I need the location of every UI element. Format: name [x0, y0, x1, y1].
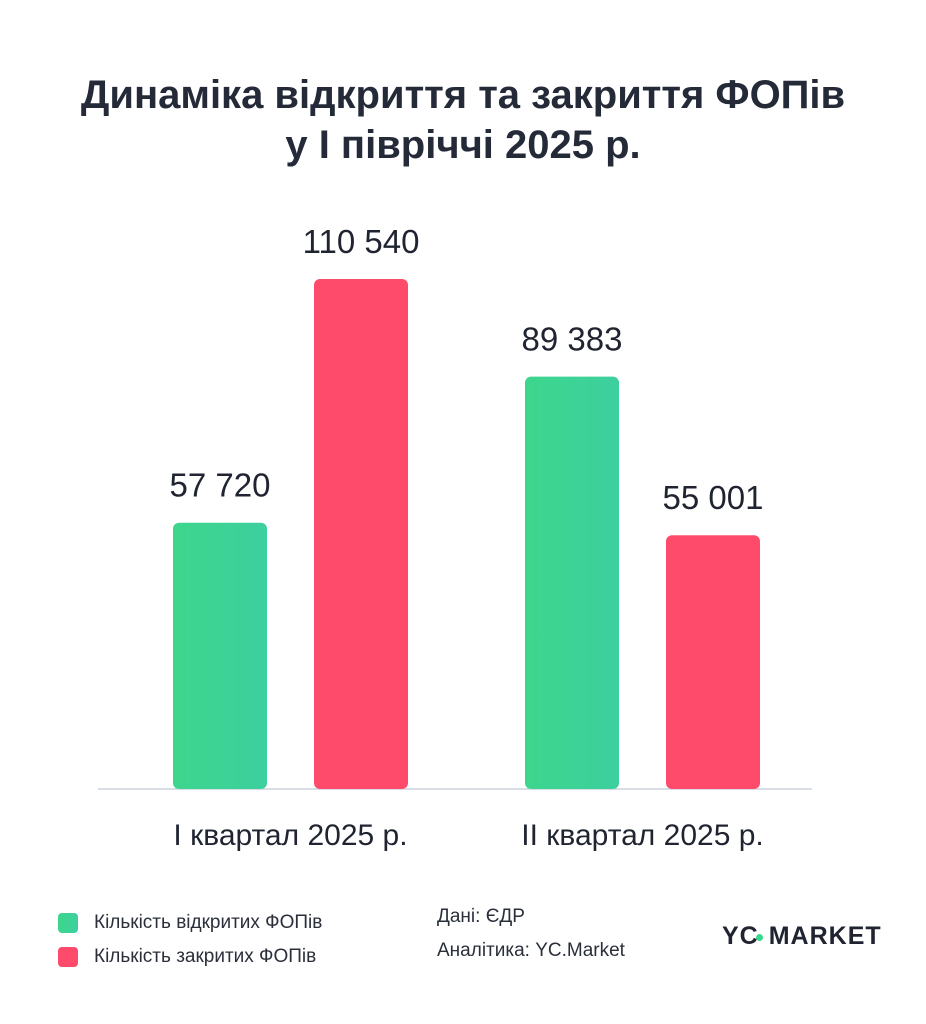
legend-swatch-opened: [58, 913, 78, 933]
legend-label-closed: Кількість закритих ФОПів: [94, 946, 317, 967]
category-label-q1: І квартал 2025 р.: [173, 819, 407, 852]
bar-chart: 57 720 110 540 І квартал 2025 р. 89 383 55 0…: [98, 223, 812, 852]
bar-opened-q2: [525, 376, 619, 789]
logo-text-left: YC: [722, 922, 759, 950]
sources: Дані: ЄДР Аналітика: YC.Market: [437, 906, 625, 974]
data-label-opened-q1: 57 720: [170, 467, 271, 504]
legend-label-opened: Кількість відкритих ФОПів: [94, 912, 323, 933]
chart-title-line2: у І півріччі 2025 р.: [285, 123, 641, 167]
data-label-closed-q2: 55 001: [663, 479, 764, 516]
bar-closed-q1: [314, 279, 408, 789]
bar-opened-q1: [173, 522, 267, 789]
data-label-closed-q1: 110 540: [303, 223, 420, 260]
bar-closed-q2: [666, 535, 760, 789]
legend-swatch-closed: [58, 947, 78, 967]
legend-item-closed: Кількість закритих ФОПів: [58, 940, 322, 974]
chart-title: Динаміка відкриття та закриття ФОПів у І…: [0, 70, 926, 170]
legend: Кількість відкритих ФОПів Кількість закр…: [58, 906, 322, 974]
legend-item-opened: Кількість відкритих ФОПів: [58, 906, 322, 940]
source-data: Дані: ЄДР: [437, 906, 525, 927]
logo-text-right: MARKET: [768, 922, 882, 950]
source-analytics: Аналітика: YC.Market: [437, 940, 625, 961]
yc-market-logo: YC MARKET: [722, 922, 882, 951]
data-label-opened-q2: 89 383: [522, 321, 623, 358]
logo-dot-icon: [755, 934, 763, 941]
chart-title-line1: Динаміка відкриття та закриття ФОПів: [80, 73, 846, 117]
category-label-q2: ІІ квартал 2025 р.: [521, 819, 763, 852]
